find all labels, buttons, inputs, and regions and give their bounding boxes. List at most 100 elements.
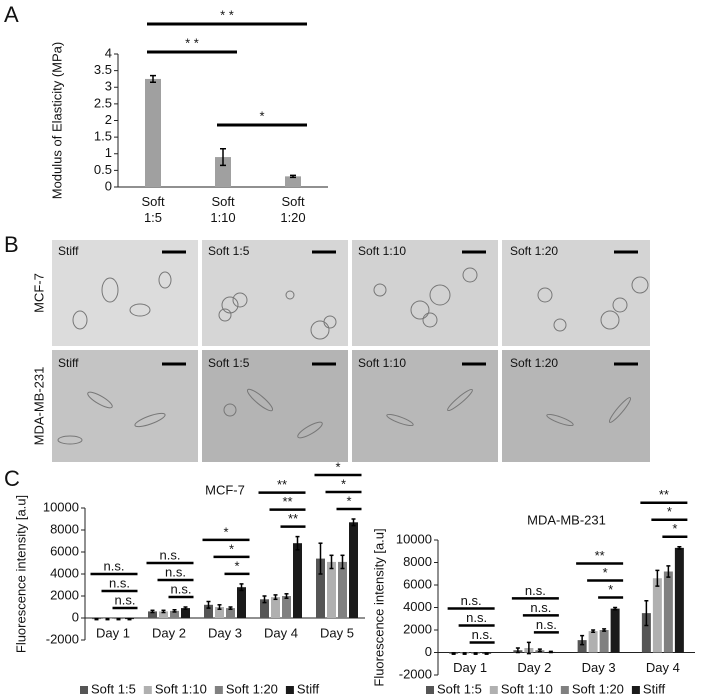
error-bar xyxy=(602,628,607,632)
y-axis-label: Fluorescence intensity [a.u] xyxy=(13,495,28,653)
error-bar xyxy=(217,604,222,610)
x-tick-label: Day 2 xyxy=(152,625,186,640)
significance-label: * xyxy=(229,541,234,556)
error-bar xyxy=(591,629,596,633)
y-tick-label: 1 xyxy=(105,145,112,160)
y-axis-label: Fluorescence intensity [a.u] xyxy=(371,528,386,686)
panel-label: C xyxy=(4,466,20,491)
significance-label: * xyxy=(667,504,672,519)
bar xyxy=(316,558,325,618)
bar xyxy=(577,640,587,653)
image-label: Soft 1:5 xyxy=(208,244,250,258)
error-bar xyxy=(526,641,531,655)
image-label: Soft 1:10 xyxy=(358,356,406,370)
bar xyxy=(282,596,291,618)
legend-label: Soft 1:10 xyxy=(155,681,207,696)
y-tick-label: -2000 xyxy=(399,666,432,681)
y-tick-label: 3.5 xyxy=(94,62,112,77)
image-label: Stiff xyxy=(58,356,79,370)
image-label: Soft 1:10 xyxy=(358,244,406,258)
error-bar xyxy=(666,565,671,578)
legend-label: Soft 1:20 xyxy=(572,681,624,696)
micrograph-grid: Stiff Soft 1:5 Soft 1:10 Soft 1:20 Stiff… xyxy=(31,240,650,462)
error-bar xyxy=(644,600,649,627)
y-tick-label: 6000 xyxy=(403,576,432,591)
legend-label: Soft 1:5 xyxy=(437,681,482,696)
error-bar xyxy=(340,554,345,570)
significance-label: n.s. xyxy=(160,547,181,562)
legend-swatch xyxy=(80,686,88,694)
bar xyxy=(148,611,157,618)
bar xyxy=(215,607,224,618)
x-tick-label: Day 2 xyxy=(517,660,551,675)
significance-label: n.s. xyxy=(461,593,482,608)
panel-label: B xyxy=(4,232,19,257)
bar xyxy=(610,608,620,653)
y-axis-label: Modulus of Elasticity (MPa) xyxy=(49,42,64,200)
micrograph xyxy=(202,350,348,462)
y-tick-label: 3 xyxy=(105,79,112,94)
micrograph xyxy=(352,240,498,346)
significance-label: * xyxy=(346,493,351,508)
row-label: MCF-7 xyxy=(31,273,46,313)
significance-label: ** xyxy=(595,548,605,563)
bar xyxy=(159,611,168,618)
error-bar xyxy=(94,617,99,621)
image-label: Soft 1:20 xyxy=(510,356,558,370)
significance-label: n.s. xyxy=(109,575,130,590)
chart-title: MCF-7 xyxy=(205,482,245,497)
bar xyxy=(293,543,302,618)
error-bar xyxy=(183,606,188,610)
significance-label: n.s. xyxy=(466,610,487,625)
y-tick-label: 4000 xyxy=(403,599,432,614)
error-bar xyxy=(318,542,323,575)
micrograph xyxy=(352,350,498,462)
bar xyxy=(663,571,673,653)
error-bar xyxy=(451,652,456,655)
error-bar xyxy=(239,583,244,592)
y-tick-label: 0 xyxy=(105,178,112,193)
bar xyxy=(641,613,651,653)
error-bar xyxy=(548,650,553,654)
error-bar xyxy=(677,546,682,550)
legend-swatch xyxy=(143,686,152,694)
micrograph xyxy=(202,240,348,346)
significance-label: n.s. xyxy=(165,564,186,579)
bar xyxy=(285,176,301,187)
bar xyxy=(674,547,684,653)
significance-label: * xyxy=(608,582,613,597)
y-tick-label: 8000 xyxy=(403,554,432,569)
error-bar xyxy=(220,148,226,167)
bar xyxy=(271,597,280,618)
micrograph xyxy=(52,240,198,346)
significance-label: * xyxy=(259,108,264,123)
micrograph xyxy=(502,350,650,462)
x-tick-label: Day 5 xyxy=(320,625,354,640)
significance-label: n.s. xyxy=(115,592,136,607)
significance-label: n.s. xyxy=(530,600,551,615)
error-bar xyxy=(105,617,110,621)
x-tick-label: Day 4 xyxy=(646,660,680,675)
bar xyxy=(652,578,662,653)
error-bar xyxy=(172,609,177,613)
y-tick-label: -2000 xyxy=(46,631,79,646)
bar xyxy=(327,561,336,618)
y-tick-label: 2.5 xyxy=(94,95,112,110)
y-tick-label: 2 xyxy=(105,112,112,127)
x-tick-label: Day 3 xyxy=(208,625,242,640)
legend-label: Soft 1:20 xyxy=(226,681,278,696)
error-bar xyxy=(150,74,156,84)
significance-label: n.s. xyxy=(525,583,546,598)
significance-label: ** xyxy=(282,494,292,509)
legend-swatch xyxy=(285,686,294,694)
legend-label: Stiff xyxy=(297,681,320,696)
y-tick-label: 2000 xyxy=(50,587,79,602)
legend-swatch xyxy=(214,686,223,694)
x-tick-label: Soft 1:20 xyxy=(280,194,305,225)
bar xyxy=(338,561,347,618)
row-label: MDA-MB-231 xyxy=(31,367,46,446)
y-tick-label: 10000 xyxy=(43,499,79,514)
micrograph xyxy=(502,240,650,346)
